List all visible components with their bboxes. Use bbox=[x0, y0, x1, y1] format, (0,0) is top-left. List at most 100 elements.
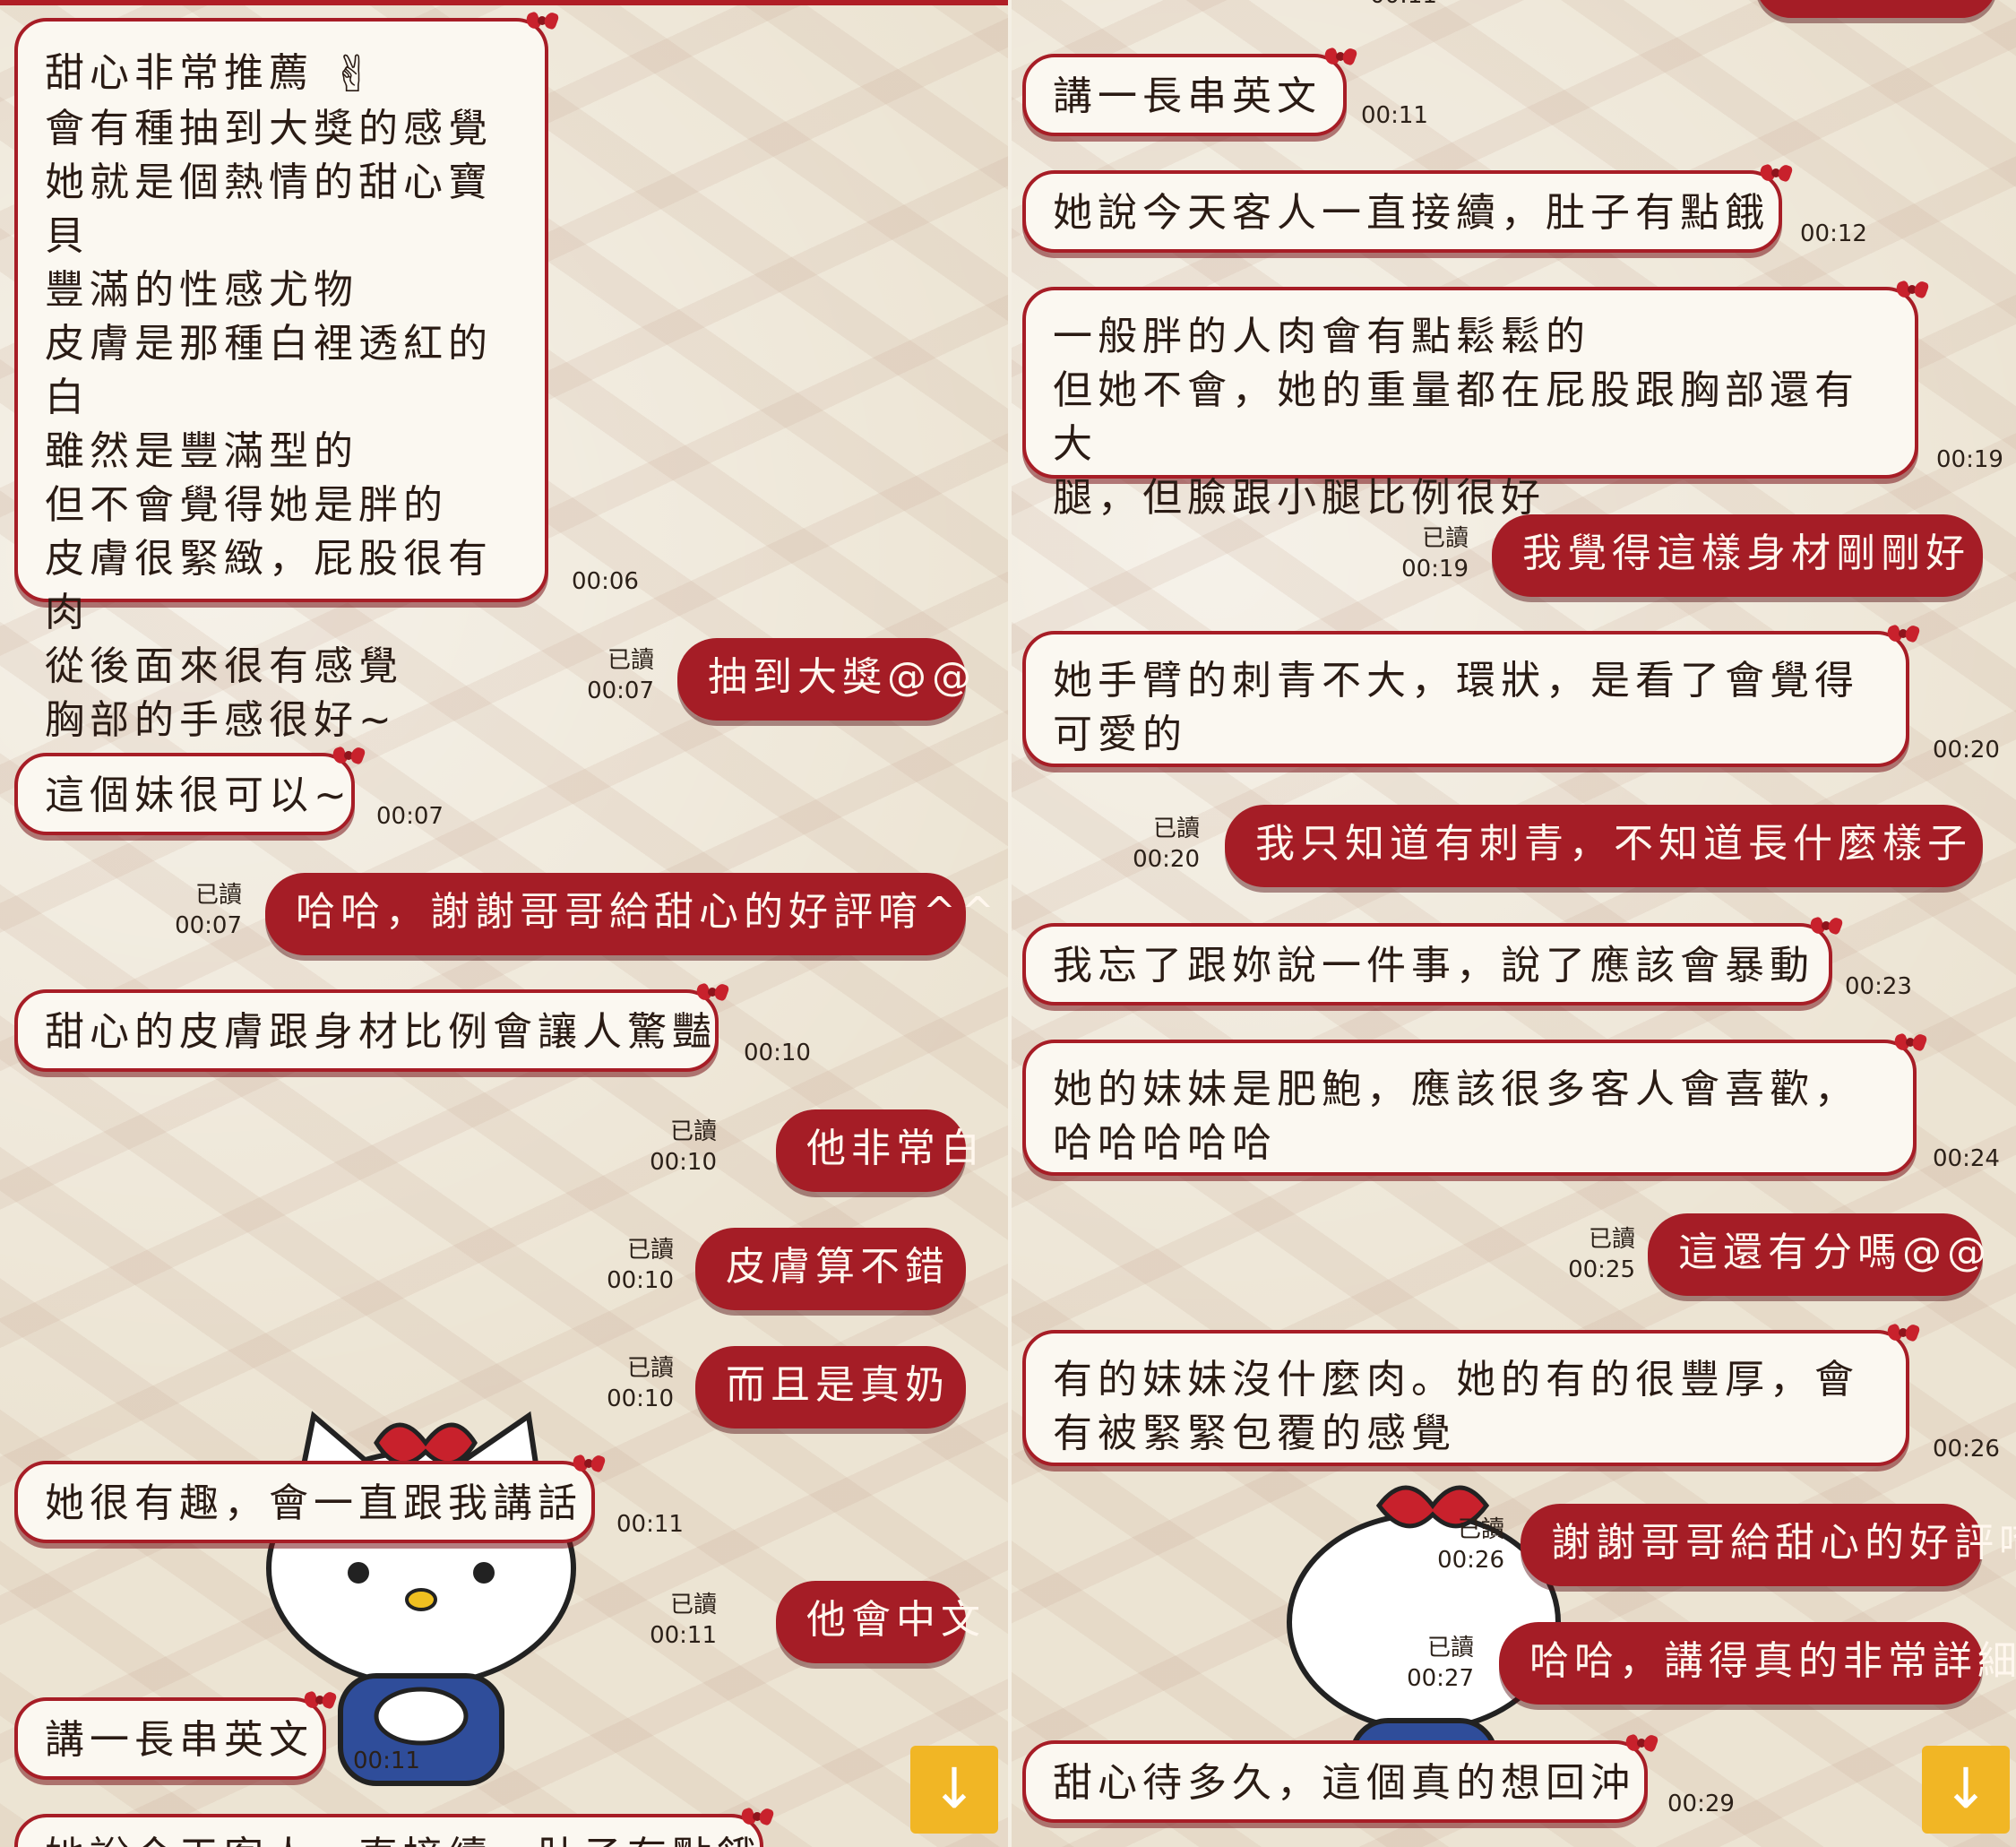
outgoing-message-bubble: 我覺得這樣身材剛剛好 bbox=[1492, 514, 1983, 597]
message-time: 00:19 bbox=[1401, 556, 1469, 583]
read-status: 已讀 bbox=[669, 1592, 717, 1618]
message-text: 哈哈，謝謝哥哥給甜心的好評唷^^ bbox=[296, 889, 1000, 935]
incoming-message-bubble: 講一長串英文 bbox=[1022, 52, 1347, 136]
scroll-down-button[interactable]: ↓ bbox=[1922, 1746, 2010, 1834]
read-receipt: 已讀 00:07 bbox=[582, 645, 654, 706]
message-time: 00:07 bbox=[587, 678, 654, 704]
read-status: 已讀 bbox=[1457, 1516, 1504, 1543]
message-time: 00:07 bbox=[376, 803, 444, 830]
message-text: 皮膚是那種白裡透紅的白 bbox=[45, 321, 493, 420]
chat-pane-right[interactable]: 00:11 講一長串英文 00:11 她說今天客人一直接續，肚子有點餓 00:1… bbox=[1008, 0, 2016, 1847]
chat-pane-left[interactable]: 甜心非常推薦 ✌ 會有種抽到大獎的感覺 她就是個熱情的甜心寶貝 豐滿的性感尤物 … bbox=[0, 0, 1008, 1847]
read-receipt: 已讀 00:26 bbox=[1433, 1515, 1504, 1575]
message-text: 皮膚很緊緻，屁股很有肉 bbox=[45, 536, 493, 635]
message-text: 哈哈哈哈哈 bbox=[1053, 1120, 1277, 1166]
incoming-message-bubble: 這個妹很可以~ bbox=[14, 751, 355, 835]
bow-icon bbox=[1897, 278, 1927, 301]
outgoing-message-bubble: 而且是真奶 bbox=[695, 1346, 966, 1428]
bow-icon bbox=[1325, 45, 1356, 68]
incoming-message-bubble: 甜心待多久，這個真的想回沖 bbox=[1022, 1739, 1648, 1823]
message-time: 00:26 bbox=[1933, 1436, 2000, 1463]
outgoing-message-bubble: 皮膚算不錯 bbox=[695, 1228, 966, 1310]
message-text: 有被緊緊包覆的感覺 bbox=[1053, 1411, 1456, 1456]
bow-icon bbox=[333, 744, 364, 767]
message-text: 他會中文 bbox=[806, 1597, 986, 1643]
message-text: 而且是真奶 bbox=[726, 1362, 950, 1408]
message-text: 有的妹妹沒什麼肉。她的有的很豐厚，會 bbox=[1053, 1357, 1859, 1403]
read-status: 已讀 bbox=[1426, 1635, 1474, 1661]
message-time: 00:12 bbox=[1800, 220, 1867, 247]
read-receipt: 已讀 00:25 bbox=[1564, 1224, 1635, 1285]
message-text: 但不會覺得她是胖的 bbox=[45, 482, 448, 528]
message-time: 00:10 bbox=[607, 1267, 674, 1294]
message-text: 她說今天客人一直接續，肚子有點餓 bbox=[45, 1834, 762, 1847]
incoming-message-bubble: 她手臂的刺青不大，環狀，是看了會覺得 可愛的 bbox=[1022, 629, 1909, 767]
arrow-down-icon: ↓ bbox=[1943, 1756, 1989, 1821]
message-time: 00:10 bbox=[744, 1040, 811, 1066]
bow-icon bbox=[742, 1805, 772, 1828]
read-status: 已讀 bbox=[669, 1118, 717, 1145]
message-text: 哈哈，講得真的非常詳細@@ bbox=[1529, 1638, 2016, 1684]
bow-icon bbox=[1626, 1731, 1657, 1755]
bow-icon bbox=[1811, 914, 1841, 937]
scroll-down-button[interactable]: ↓ bbox=[910, 1746, 998, 1834]
message-text: 我覺得這樣身材剛剛好 bbox=[1522, 531, 1970, 576]
read-status: 已讀 bbox=[626, 1237, 674, 1264]
message-time: 00:26 bbox=[1437, 1547, 1504, 1574]
incoming-message-bubble: 她說今天客人一直接續，肚子有點餓 bbox=[1022, 168, 1782, 253]
message-time: 00:20 bbox=[1933, 737, 2000, 764]
message-text: 胸部的手感很好~ bbox=[45, 697, 397, 743]
message-text: 她很有趣，會一直跟我講話 bbox=[45, 1480, 582, 1526]
bow-icon bbox=[527, 9, 557, 32]
message-text: 豐滿的性感尤物 bbox=[45, 267, 358, 313]
incoming-message-bubble: 我忘了跟妳說一件事，說了應該會暴動 bbox=[1022, 921, 1832, 1005]
outgoing-message-bubble: 謝謝哥哥給甜心的好評唷^^ bbox=[1521, 1504, 2016, 1586]
message-text: 可愛的 bbox=[1053, 712, 1187, 757]
message-time: 00:11 bbox=[353, 1748, 420, 1774]
message-text: 甜心非常推薦 bbox=[45, 50, 314, 96]
read-status: 已讀 bbox=[1421, 525, 1469, 552]
message-text: 抽到大獎@@ bbox=[708, 654, 977, 700]
incoming-message-bubble: 她很有趣，會一直跟我講話 bbox=[14, 1459, 595, 1543]
message-text: 甜心待多久，這個真的想回沖 bbox=[1053, 1760, 1635, 1806]
read-status: 已讀 bbox=[626, 1355, 674, 1382]
message-text: 但她不會，她的重量都在屁股跟胸部還有大 bbox=[1053, 367, 1859, 467]
bow-icon bbox=[1888, 1321, 1918, 1344]
read-receipt: 已讀 00:10 bbox=[602, 1235, 674, 1296]
message-text: 謝謝哥哥給甜心的好評唷^^ bbox=[1551, 1520, 2016, 1566]
message-time: 00:11 bbox=[1361, 102, 1428, 129]
message-text: 一般胖的人肉會有點鬆鬆的 bbox=[1053, 314, 1590, 359]
read-receipt: 已讀 00:20 bbox=[1128, 814, 1200, 875]
outgoing-message-bubble: 哈哈，講得真的非常詳細@@ bbox=[1499, 1622, 2016, 1705]
outgoing-message-bubble: 他非常白 bbox=[776, 1109, 980, 1192]
read-status: 已讀 bbox=[1588, 1226, 1635, 1253]
bow-icon bbox=[697, 980, 728, 1004]
incoming-message-bubble: 她說今天客人一直接續，肚子有點餓 bbox=[14, 1812, 763, 1847]
incoming-message-bubble: 一般胖的人肉會有點鬆鬆的 但她不會，她的重量都在屁股跟胸部還有大 腿，但臉跟小腿… bbox=[1022, 285, 1918, 521]
bow-icon bbox=[573, 1452, 604, 1475]
message-text: 她就是個熱情的甜心寶貝 bbox=[45, 160, 493, 259]
message-text: 講一長串英文 bbox=[1053, 73, 1322, 119]
outgoing-message-bubble: 我只知道有刺青，不知道長什麼樣子 bbox=[1225, 805, 1983, 887]
message-time: 00:10 bbox=[607, 1385, 674, 1412]
read-status: 已讀 bbox=[607, 647, 654, 674]
message-time: 00:20 bbox=[1133, 846, 1200, 873]
message-time: 00:23 bbox=[1845, 973, 1912, 1000]
message-text: 她的妹妹是肥鮑，應該很多客人會喜歡， bbox=[1053, 1066, 1859, 1112]
incoming-message-bubble: 她的妹妹是肥鮑，應該很多客人會喜歡， 哈哈哈哈哈 bbox=[1022, 1038, 1917, 1176]
outgoing-message-bubble bbox=[1755, 0, 1997, 18]
incoming-message-bubble: 有的妹妹沒什麼肉。她的有的很豐厚，會 有被緊緊包覆的感覺 bbox=[1022, 1328, 1909, 1466]
bow-icon bbox=[305, 1688, 335, 1712]
read-status: 已讀 bbox=[194, 882, 242, 909]
message-text: 講一長串英文 bbox=[45, 1717, 314, 1763]
arrow-down-icon: ↓ bbox=[931, 1756, 978, 1821]
incoming-message-bubble: 甜心的皮膚跟身材比例會讓人驚豔 bbox=[14, 988, 719, 1072]
message-text: 會有種抽到大獎的感覺 bbox=[45, 106, 493, 151]
outgoing-message-bubble: 抽到大獎@@ bbox=[677, 638, 971, 721]
message-time: 00:25 bbox=[1568, 1256, 1635, 1283]
read-status: 已讀 bbox=[1152, 816, 1200, 842]
message-text: 甜心的皮膚跟身材比例會讓人驚豔 bbox=[45, 1009, 717, 1055]
header-strip bbox=[0, 0, 1008, 5]
message-text: 這還有分嗎@@ bbox=[1678, 1230, 1992, 1275]
message-text: 這個妹很可以~ bbox=[45, 772, 352, 818]
